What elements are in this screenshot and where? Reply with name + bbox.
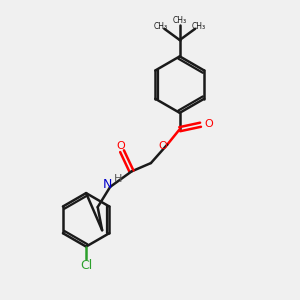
- Text: CH₃: CH₃: [173, 16, 187, 25]
- Text: N: N: [103, 178, 112, 191]
- Text: Cl: Cl: [80, 259, 92, 272]
- Text: CH₃: CH₃: [154, 22, 168, 31]
- Text: O: O: [159, 141, 167, 151]
- Text: O: O: [116, 141, 125, 151]
- Text: O: O: [205, 119, 213, 129]
- Text: CH₃: CH₃: [192, 22, 206, 31]
- Text: H: H: [114, 174, 122, 184]
